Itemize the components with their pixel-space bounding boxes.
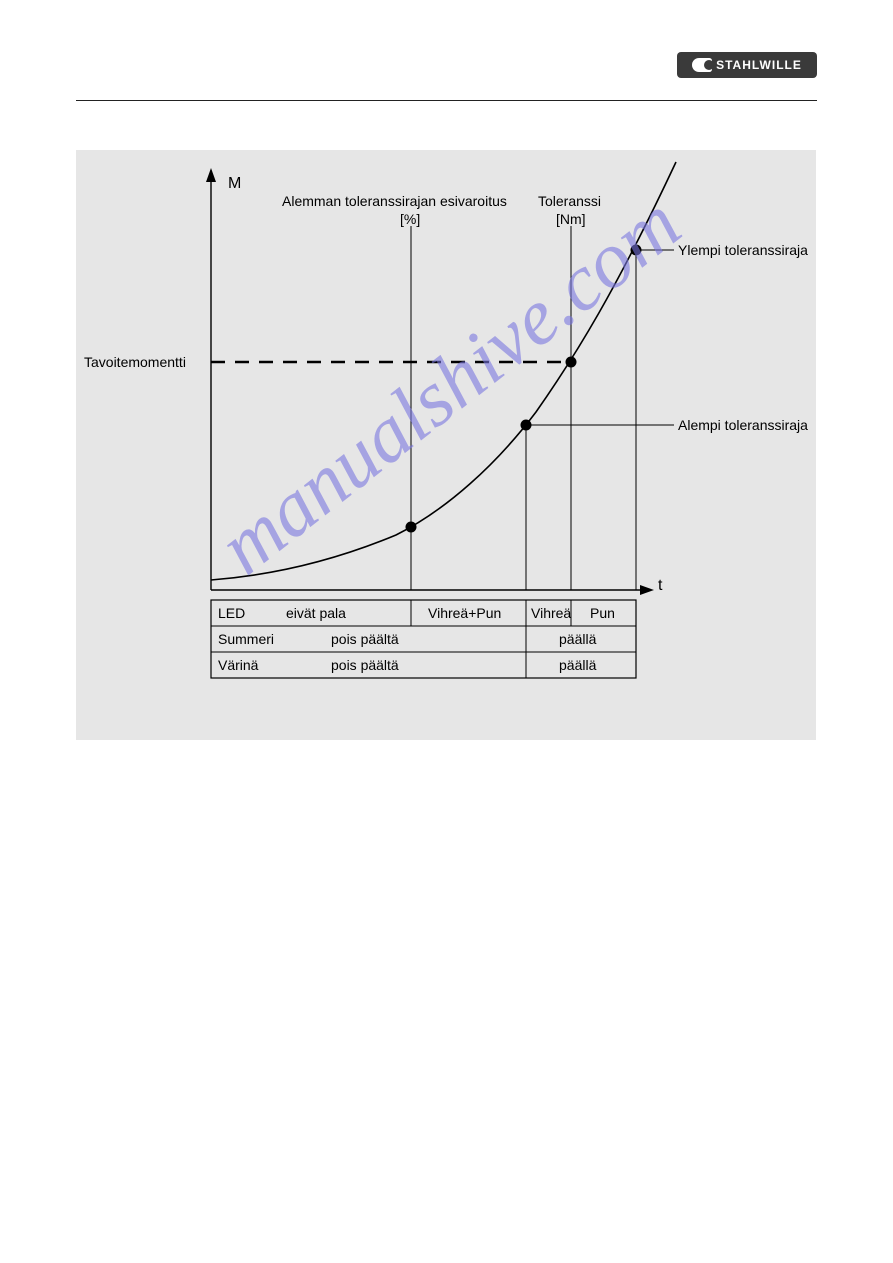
status-table: LED eivät pala Vihreä+Pun Vihreä Pun Sum… <box>211 600 636 678</box>
table-r3-c3: päällä <box>559 657 597 673</box>
upper-limit-label: Ylempi toleranssiraja <box>678 242 808 258</box>
table-r2-c1: pois päältä <box>331 631 399 647</box>
tolerance-label-1: Toleranssi <box>538 193 601 209</box>
brand-logo-text: STAHLWILLE <box>716 58 802 72</box>
x-axis-label: t <box>658 577 663 594</box>
lower-limit-label: Alempi toleranssiraja <box>678 417 808 433</box>
chart-svg: M t Tavoitemomentti Alemman toleranssira… <box>76 150 816 740</box>
table-r2-label: Summeri <box>218 631 274 647</box>
y-axis-label: M <box>228 175 241 192</box>
torque-curve <box>211 162 676 580</box>
marker-lower-tol <box>521 420 532 431</box>
table-r3-c1: pois päältä <box>331 657 399 673</box>
table-r3-label: Värinä <box>218 657 259 673</box>
table-r1-label: LED <box>218 605 245 621</box>
table-r1-c2: Vihreä+Pun <box>428 605 501 621</box>
table-r2-c3: päällä <box>559 631 597 647</box>
tolerance-label-2: [Nm] <box>556 211 586 227</box>
marker-prewarn <box>406 522 417 533</box>
wrench-icon <box>692 58 712 72</box>
brand-logo-inner: STAHLWILLE <box>692 58 802 72</box>
marker-upper-tol <box>631 245 642 256</box>
table-r1-c3: Vihreä <box>531 605 571 621</box>
table-r1-c4: Pun <box>590 605 615 621</box>
marker-target <box>566 357 577 368</box>
header-rule <box>76 100 817 101</box>
prewarn-label-2: [%] <box>400 211 420 227</box>
target-label: Tavoitemomentti <box>84 354 186 370</box>
y-axis-arrow <box>206 168 216 182</box>
brand-logo: STAHLWILLE <box>677 52 817 78</box>
x-axis-arrow <box>640 585 654 595</box>
page: STAHLWILLE M t Tavoitemomentti Alemman t… <box>0 0 893 1263</box>
chart-panel: M t Tavoitemomentti Alemman toleranssira… <box>76 150 816 740</box>
table-r1-c1: eivät pala <box>286 605 346 621</box>
prewarn-label-1: Alemman toleranssirajan esivaroitus <box>282 193 507 209</box>
